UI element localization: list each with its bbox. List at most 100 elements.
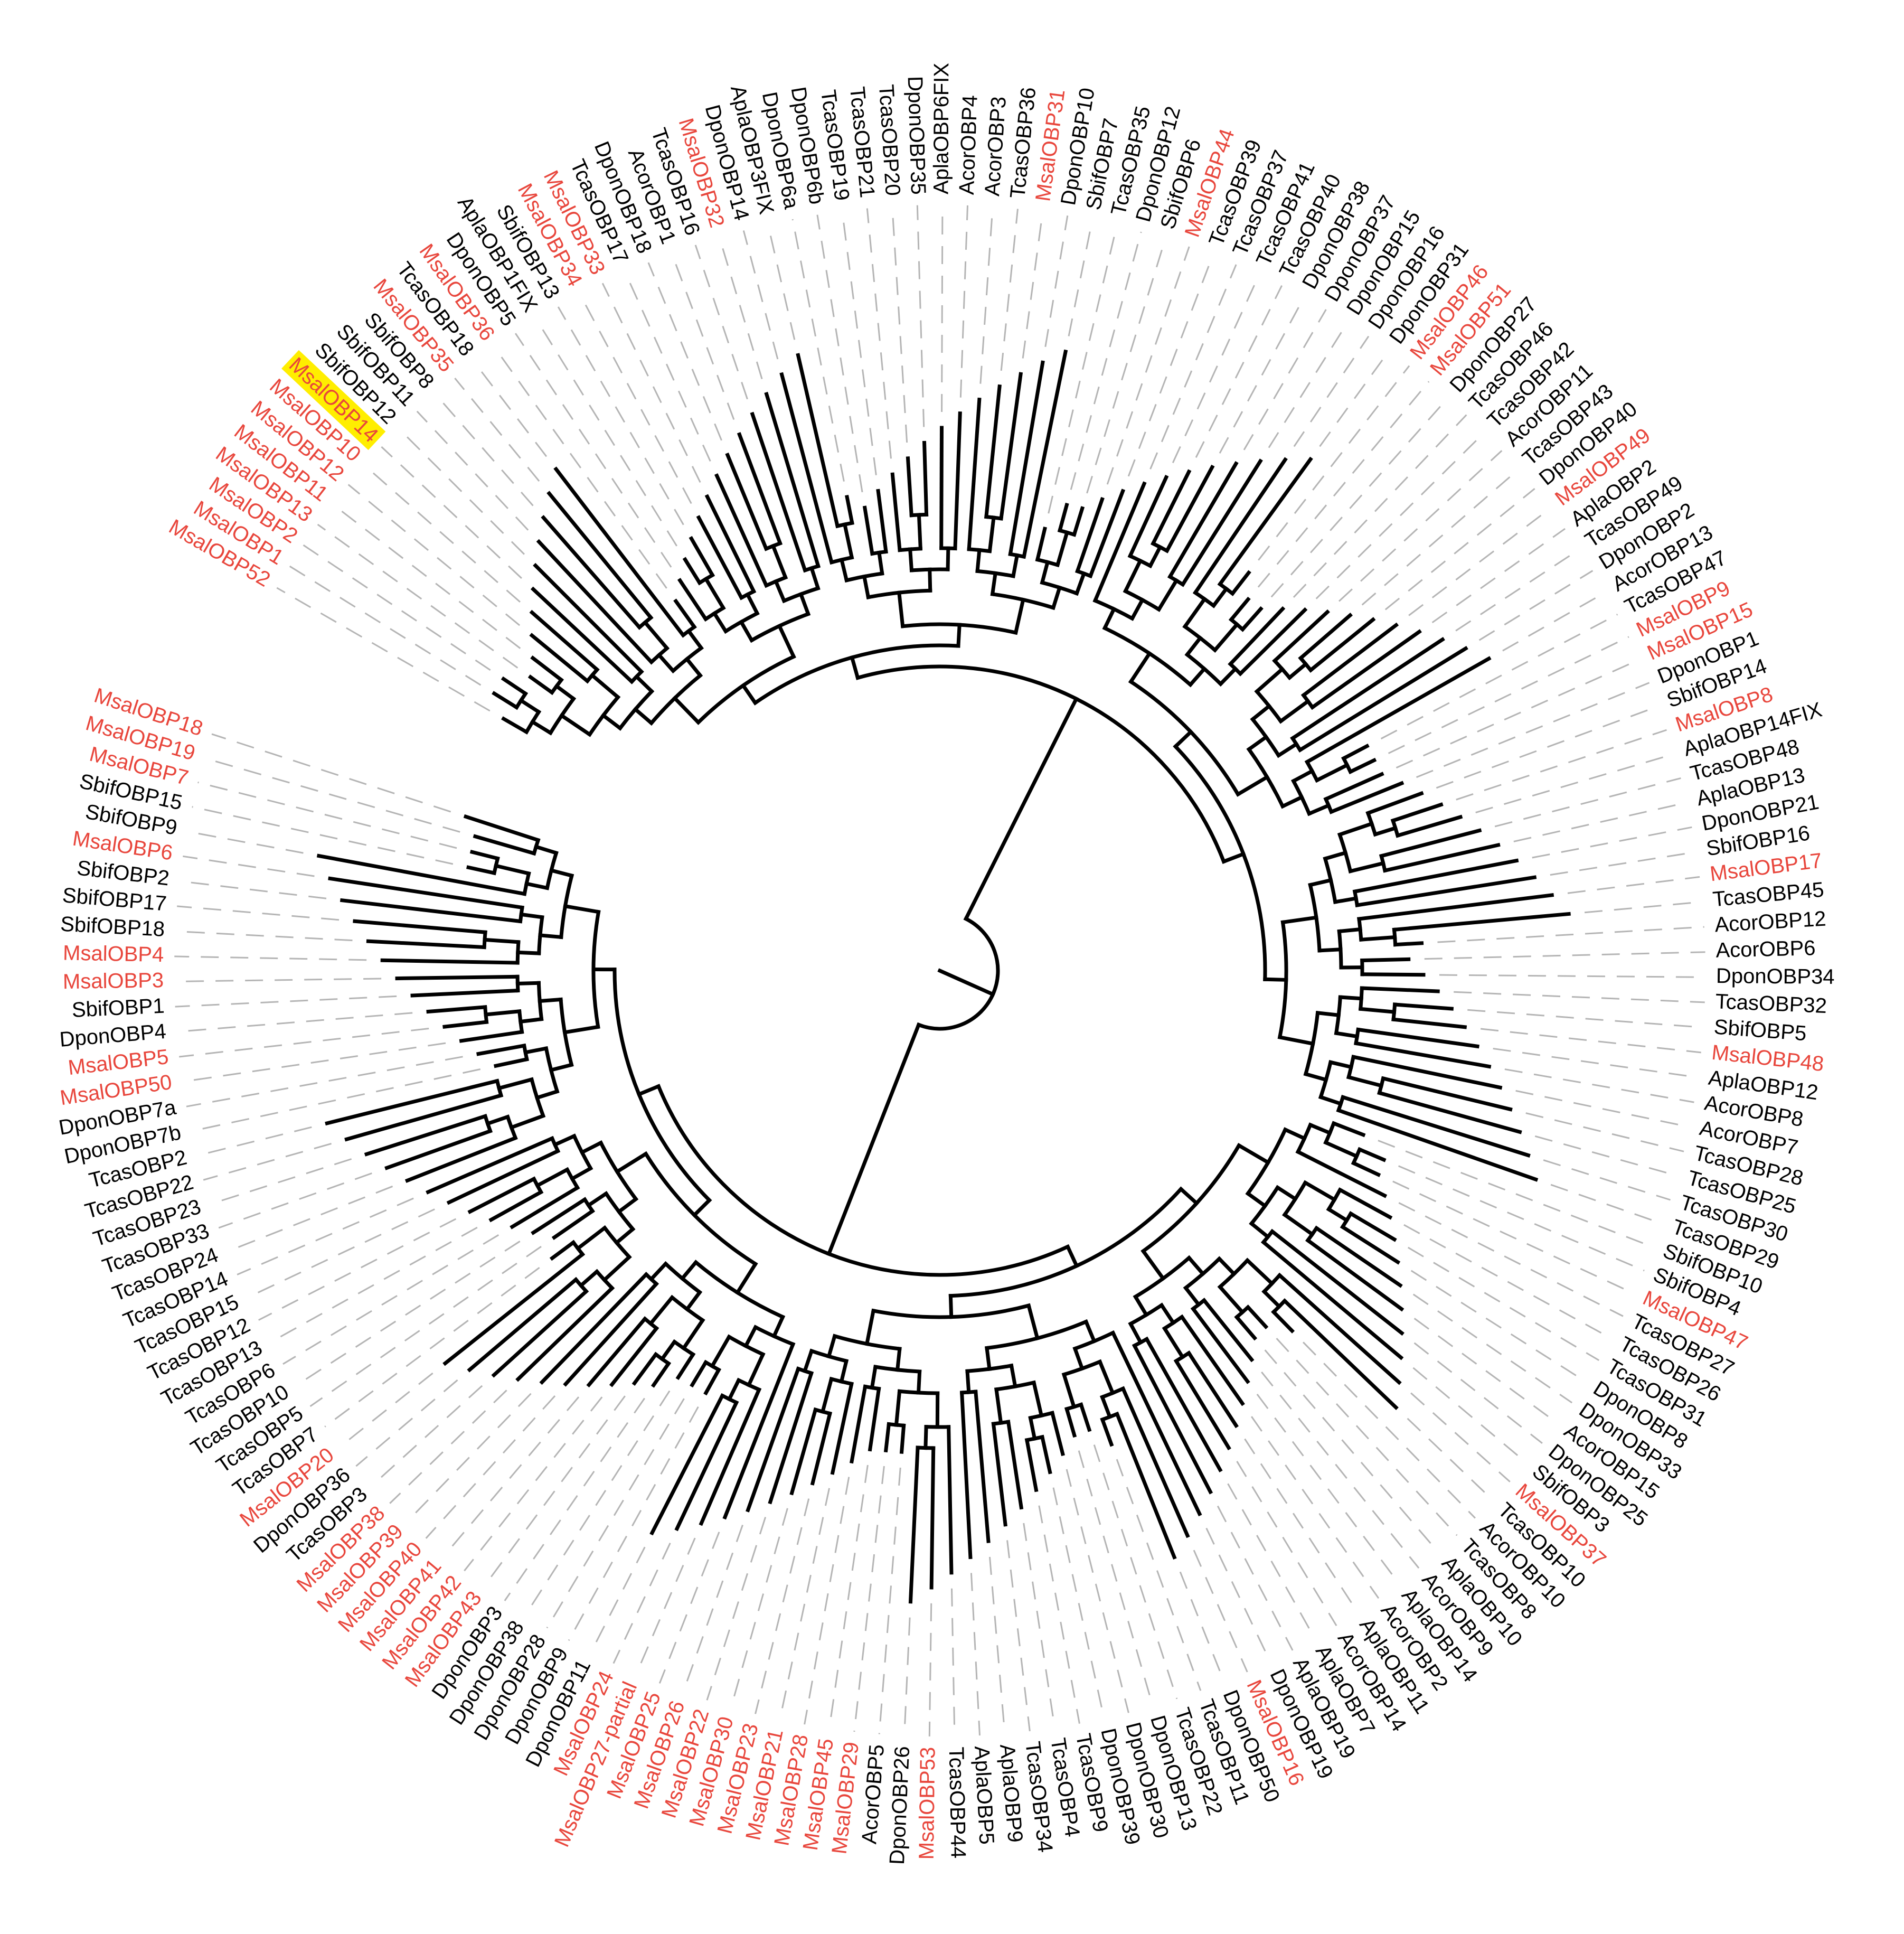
- branch: [476, 1043, 526, 1056]
- branch: [917, 513, 922, 551]
- branch: [1373, 825, 1398, 837]
- branch-arc: [909, 512, 929, 518]
- branch: [1051, 585, 1062, 611]
- branch: [876, 550, 884, 576]
- branch: [1230, 570, 1251, 596]
- branch: [366, 939, 486, 950]
- guide-line: [546, 1398, 685, 1629]
- branch: [1276, 741, 1299, 758]
- branch: [1393, 941, 1424, 947]
- branch: [1011, 553, 1020, 578]
- branch: [549, 1240, 576, 1261]
- branch: [1217, 1256, 1237, 1277]
- guide-line: [1093, 1444, 1178, 1700]
- branch: [648, 1294, 675, 1327]
- branch: [899, 1423, 906, 1454]
- branch: [1028, 1415, 1037, 1441]
- branch-arc: [559, 997, 574, 1067]
- branch: [743, 1325, 758, 1349]
- guide-line: [174, 955, 367, 961]
- guide-line: [1257, 381, 1430, 588]
- guide-line: [247, 1208, 435, 1299]
- guide-line: [1315, 431, 1485, 599]
- leaf-label: AcorOBP12: [1714, 907, 1826, 937]
- guide-line: [535, 319, 678, 547]
- branch: [535, 1167, 570, 1188]
- guide-line: [1293, 335, 1370, 447]
- branch-arc: [515, 974, 520, 993]
- branch-arc: [1184, 652, 1223, 687]
- branch: [1235, 774, 1270, 797]
- branch: [1055, 530, 1070, 568]
- branch-arc: [571, 1133, 593, 1171]
- branch: [1278, 698, 1311, 724]
- branch-arc: [727, 1334, 766, 1357]
- branch: [1352, 858, 1519, 894]
- branch: [876, 489, 888, 554]
- guide-line: [1398, 1165, 1645, 1272]
- guide-line: [364, 465, 521, 603]
- branch: [1360, 986, 1440, 993]
- guide-line: [1431, 528, 1566, 624]
- guide-line: [1195, 285, 1283, 458]
- branch: [493, 863, 531, 876]
- branch: [1365, 791, 1424, 816]
- guide-line: [635, 1537, 696, 1674]
- branch-arc: [612, 968, 712, 1203]
- branch-arc: [548, 696, 577, 736]
- branch: [410, 988, 520, 998]
- branch: [563, 1281, 659, 1387]
- guide-line: [175, 995, 397, 1008]
- branch: [703, 1367, 721, 1396]
- branch-arc: [959, 1390, 978, 1395]
- branch: [745, 592, 760, 616]
- branch: [1314, 762, 1350, 783]
- leaf-label: DponOBP35: [903, 76, 930, 195]
- branch-arc: [723, 611, 760, 634]
- branch: [328, 876, 524, 910]
- branch: [1269, 1228, 1405, 1336]
- branch-arc: [518, 905, 524, 924]
- branch: [1360, 957, 1411, 963]
- branch-arc: [656, 1084, 1070, 1277]
- branch: [686, 628, 704, 651]
- branch: [777, 623, 796, 659]
- guide-line: [767, 224, 796, 340]
- branch: [554, 683, 577, 701]
- guide-line: [928, 1603, 932, 1736]
- branch: [850, 1384, 868, 1464]
- branch: [552, 1133, 577, 1148]
- branch: [1238, 607, 1308, 677]
- branch: [1245, 1191, 1268, 1209]
- branch-arc: [482, 930, 487, 950]
- branch: [340, 898, 523, 924]
- branch: [1304, 656, 1492, 765]
- branch-arc: [898, 547, 922, 552]
- branch: [1277, 1272, 1402, 1385]
- branch-arc: [984, 514, 1003, 521]
- branch: [364, 1114, 488, 1157]
- guide-line: [1217, 1505, 1294, 1651]
- guide-line: [1424, 951, 1705, 960]
- branch: [1351, 1160, 1381, 1177]
- guide-line: [1268, 322, 1349, 448]
- branch: [963, 696, 1079, 922]
- branch: [344, 1093, 504, 1142]
- branch: [862, 505, 874, 556]
- branch-arc: [948, 1186, 1184, 1298]
- guide-line: [970, 1573, 981, 1736]
- branch-arc: [870, 549, 888, 556]
- branch: [1234, 1315, 1258, 1341]
- branch-arc: [985, 1319, 1089, 1350]
- branch: [672, 696, 701, 725]
- guide-line: [1236, 1461, 1337, 1627]
- branch: [965, 1369, 971, 1394]
- branch: [609, 1326, 659, 1387]
- branch: [770, 543, 788, 580]
- branches: [174, 205, 1705, 1736]
- branch: [1277, 1035, 1315, 1046]
- branch: [922, 440, 929, 517]
- guide-line: [186, 1056, 463, 1107]
- branch: [1254, 666, 1285, 694]
- leaf-label: MsalOBP4: [63, 942, 164, 967]
